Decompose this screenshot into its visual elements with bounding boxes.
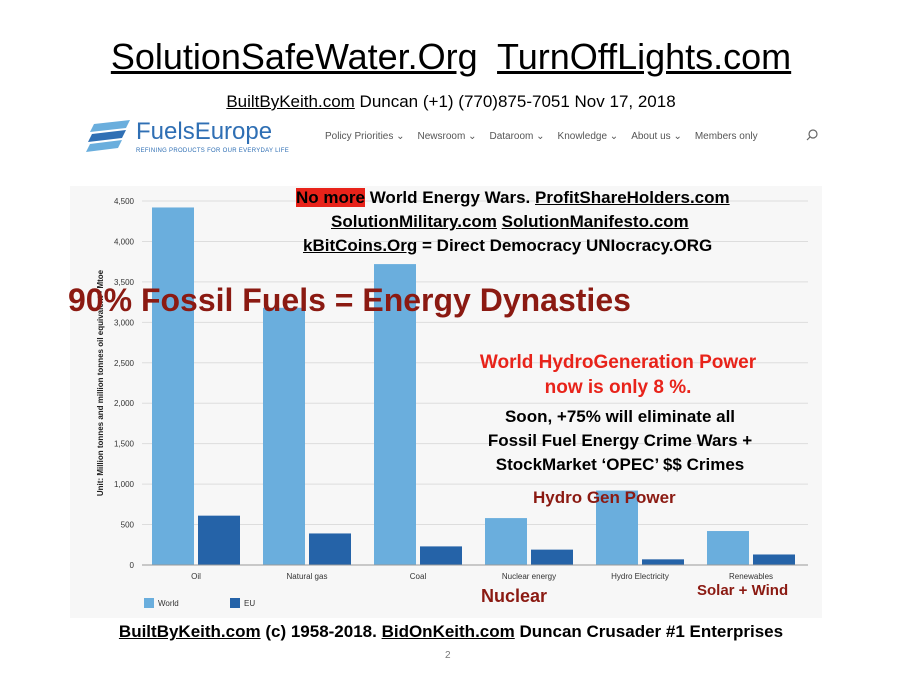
nav-knowledge[interactable]: Knowledge ⌄ xyxy=(557,131,619,142)
site-nav: Policy Priorities ⌄ Newsroom ⌄ Dataroom … xyxy=(325,131,758,142)
search-icon[interactable] xyxy=(806,129,818,141)
solutionmilitary-link[interactable]: SolutionMilitary.com xyxy=(331,212,497,231)
y-tick-label: 3,500 xyxy=(114,278,135,287)
brand-name[interactable]: FuelsEurope xyxy=(136,118,273,145)
page-number: 2 xyxy=(445,650,451,661)
y-tick-label: 4,500 xyxy=(114,197,135,206)
x-tick-label: Coal xyxy=(410,572,427,581)
soon-note: Soon, +75% will eliminate all Fossil Fue… xyxy=(440,405,800,477)
y-tick-label: 4,000 xyxy=(114,237,135,246)
bar-world xyxy=(374,264,416,565)
footer-link-bidonkeith[interactable]: BidOnKeith.com xyxy=(381,622,515,641)
title-link-turnofflights[interactable]: TurnOffLights.com xyxy=(497,36,792,77)
footer: BuiltByKeith.com (c) 1958-2018. BidOnKei… xyxy=(0,622,902,642)
hydro-gen-power-label: Hydro Gen Power xyxy=(533,488,676,507)
y-axis-label: Unit: Million tonnes and million tonnes … xyxy=(96,269,105,496)
fuelseurope-logo-icon xyxy=(86,120,130,152)
footer-text-rest: Duncan Crusader #1 Enterprises xyxy=(514,622,784,641)
overlay-line-3: kBitCoins.Org = Direct Democracy UNIocra… xyxy=(303,236,712,256)
nav-policy-priorities[interactable]: Policy Priorities ⌄ xyxy=(325,131,405,142)
nuclear-label: Nuclear xyxy=(481,586,548,606)
solar-wind-label: Solar + Wind xyxy=(697,582,789,599)
footer-text: (c) 1958-2018. xyxy=(260,622,382,641)
legend-swatch-world xyxy=(144,598,154,608)
profitshareholders-link[interactable]: ProfitShareHolders.com xyxy=(535,188,730,207)
soon-note-line-1: Soon, +75% will eliminate all xyxy=(504,407,736,426)
overlay-line-2: SolutionMilitary.com SolutionManifesto.c… xyxy=(331,212,689,232)
overlay-line-1-text: World Energy Wars. xyxy=(364,188,536,207)
bar-eu xyxy=(642,559,684,565)
y-tick-label: 1,500 xyxy=(114,440,135,449)
hydro-note: World HydroGeneration Power now is only … xyxy=(453,350,783,400)
y-tick-label: 500 xyxy=(121,521,135,530)
nav-dataroom[interactable]: Dataroom ⌄ xyxy=(489,131,545,142)
x-tick-label: Renewables xyxy=(729,572,773,581)
soon-note-line-3: StockMarket ‘OPEC’ $$ Crimes xyxy=(495,455,745,474)
nav-about-us[interactable]: About us ⌄ xyxy=(631,131,682,142)
hydro-note-line-1: World HydroGeneration Power xyxy=(479,352,757,373)
soon-note-line-2: Fossil Fuel Energy Crime Wars + xyxy=(487,431,753,450)
overlay-line-1: No more World Energy Wars. ProfitShareHo… xyxy=(296,188,730,208)
bar-world xyxy=(263,307,305,565)
bar-eu xyxy=(198,515,240,565)
y-tick-label: 2,500 xyxy=(114,359,135,368)
fossil-fuels-headline: 90% Fossil Fuels = Energy Dynasties xyxy=(68,282,631,318)
bar-eu xyxy=(753,554,795,565)
footer-link-builtbykeith[interactable]: BuiltByKeith.com xyxy=(118,622,261,641)
y-tick-label: 2,000 xyxy=(114,399,135,408)
bar-world xyxy=(152,207,194,565)
bar-world xyxy=(707,531,749,565)
y-tick-label: 1,000 xyxy=(114,480,135,489)
y-tick-label: 3,000 xyxy=(114,318,135,327)
subheader-link[interactable]: BuiltByKeith.com xyxy=(226,92,355,111)
solutionmanifesto-link[interactable]: SolutionManifesto.com xyxy=(501,212,689,231)
bar-eu xyxy=(531,549,573,565)
subheader-text: Duncan (+1) (770)875-7051 Nov 17, 2018 xyxy=(354,92,676,111)
bar-eu xyxy=(309,533,351,565)
page-title: SolutionSafeWater.Org TurnOffLights.com xyxy=(0,36,902,78)
kbitcoins-link[interactable]: kBitCoins.Org xyxy=(303,236,418,255)
subheader: BuiltByKeith.com Duncan (+1) (770)875-70… xyxy=(0,92,902,112)
x-tick-label: Hydro Electricity xyxy=(611,572,669,581)
legend-label-world: World xyxy=(158,599,179,608)
x-tick-label: Nuclear energy xyxy=(502,572,556,581)
nav-members-only[interactable]: Members only xyxy=(694,131,758,142)
bar-world xyxy=(596,490,638,565)
chart-panel xyxy=(70,186,822,618)
bar-eu xyxy=(420,546,462,565)
title-link-safewater[interactable]: SolutionSafeWater.Org xyxy=(110,36,478,77)
overlay-line-3-text: = Direct Democracy UNIocracy.ORG xyxy=(417,236,713,255)
x-tick-label: Natural gas xyxy=(287,572,328,581)
hydro-note-line-2: now is only 8 %. xyxy=(544,377,692,398)
brand-tagline: REFINING PRODUCTS FOR OUR EVERYDAY LIFE xyxy=(136,148,290,154)
no-more-highlight: No more xyxy=(296,188,365,207)
legend-swatch-eu xyxy=(230,598,240,608)
bar-world xyxy=(485,518,527,565)
y-tick-label: 0 xyxy=(130,561,135,570)
x-tick-label: Oil xyxy=(191,572,201,581)
legend-label-eu: EU xyxy=(244,599,255,608)
nav-newsroom[interactable]: Newsroom ⌄ xyxy=(417,131,477,142)
